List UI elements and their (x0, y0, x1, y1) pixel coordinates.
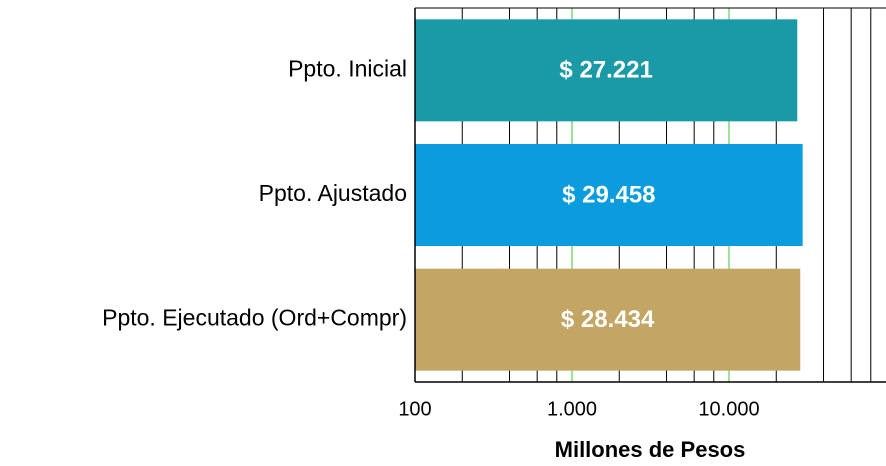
bar (415, 268, 801, 371)
value-label: $ 27.221 (559, 57, 652, 84)
value-label: $ 29.458 (562, 181, 655, 208)
category-label: Ppto. Inicial (288, 55, 407, 81)
bar (415, 144, 803, 246)
value-label: $ 28.434 (561, 306, 655, 333)
category-label: Ppto. Ajustado (259, 180, 407, 206)
x-tick-label: 1.000 (547, 398, 597, 420)
x-axis-title: Millones de Pesos (555, 437, 746, 462)
x-tick-label: 100 (398, 398, 431, 420)
bar (415, 19, 798, 122)
category-label: Ppto. Ejecutado (Ord+Compr) (102, 305, 407, 331)
x-tick-label: 10.000 (698, 398, 759, 420)
